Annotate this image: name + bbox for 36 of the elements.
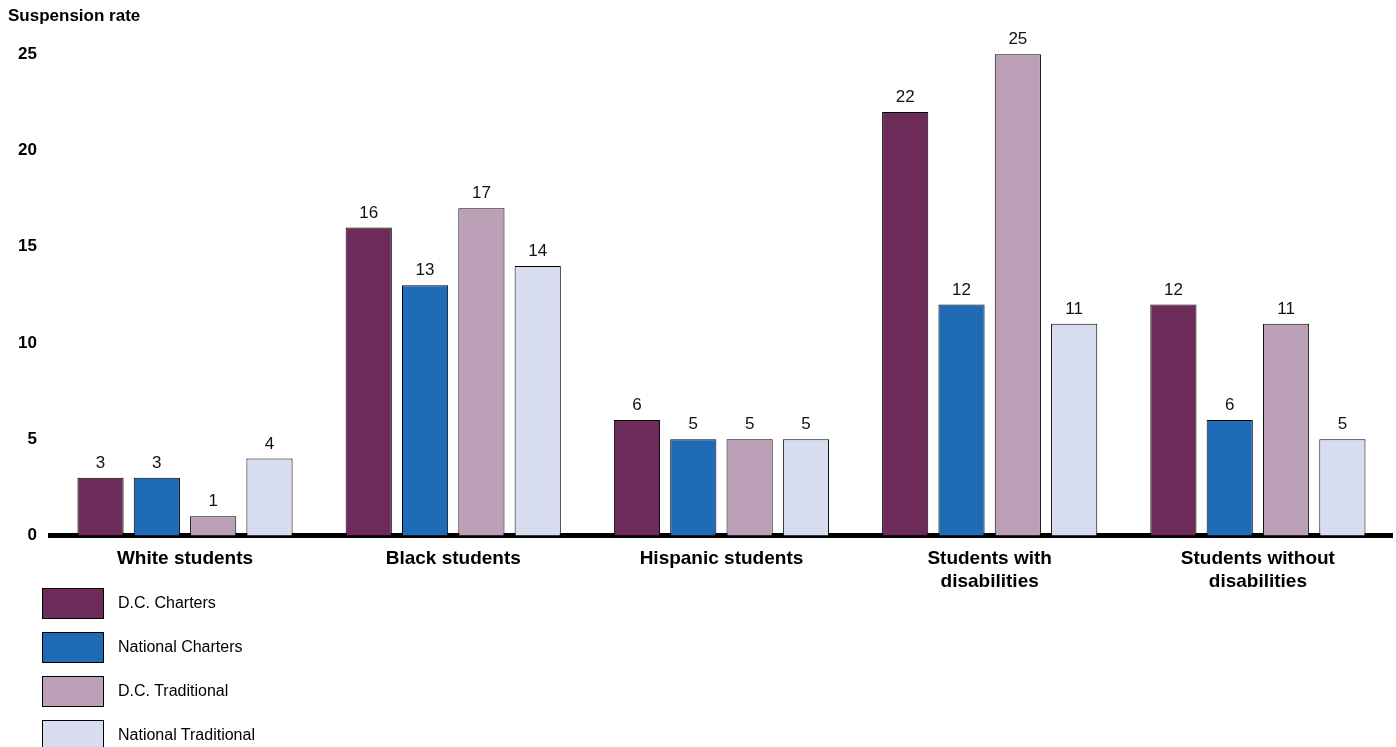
data-label: 13 <box>415 260 435 280</box>
data-label: 6 <box>632 395 642 415</box>
y-tick-label: 15 <box>17 236 37 256</box>
x-tick-label: Students with disabilities <box>927 547 1052 591</box>
data-label: 4 <box>264 433 275 453</box>
y-tick-label: 10 <box>17 332 37 352</box>
x-tick-label: Hispanic students <box>639 547 804 569</box>
data-label: 12 <box>1163 279 1183 299</box>
data-label: 12 <box>952 279 971 299</box>
legend-label: D.C. Charters <box>118 594 216 612</box>
data-label: 14 <box>528 241 548 261</box>
x-tick-label: Students without disabilities <box>1180 547 1336 591</box>
data-label: 11 <box>1065 298 1083 318</box>
data-label: 3 <box>152 452 162 472</box>
data-label: 5 <box>1337 414 1348 434</box>
x-tick-label: White students <box>116 547 254 569</box>
y-tick-label: 25 <box>17 43 37 63</box>
x-tick-label: Black students <box>385 547 521 569</box>
data-label: 5 <box>688 414 699 434</box>
data-label: 5 <box>801 414 811 434</box>
legend-label: National Charters <box>118 638 243 656</box>
legend-label: National Traditional <box>118 726 255 744</box>
data-label: 6 <box>1224 395 1235 415</box>
data-label: 17 <box>471 183 491 203</box>
data-label: 5 <box>744 414 755 434</box>
y-axis-title: Suspension rate <box>8 6 141 26</box>
data-label: 16 <box>359 202 379 222</box>
data-label: 22 <box>895 87 915 107</box>
data-label: 1 <box>208 491 218 511</box>
data-label: 3 <box>95 452 106 472</box>
y-tick-label: 20 <box>17 140 37 160</box>
data-label: 11 <box>1277 298 1295 318</box>
data-label: 25 <box>1008 29 1028 49</box>
legend-label: D.C. Traditional <box>118 682 229 700</box>
y-tick-label: 0 <box>27 525 37 545</box>
y-tick-label: 5 <box>27 428 37 448</box>
